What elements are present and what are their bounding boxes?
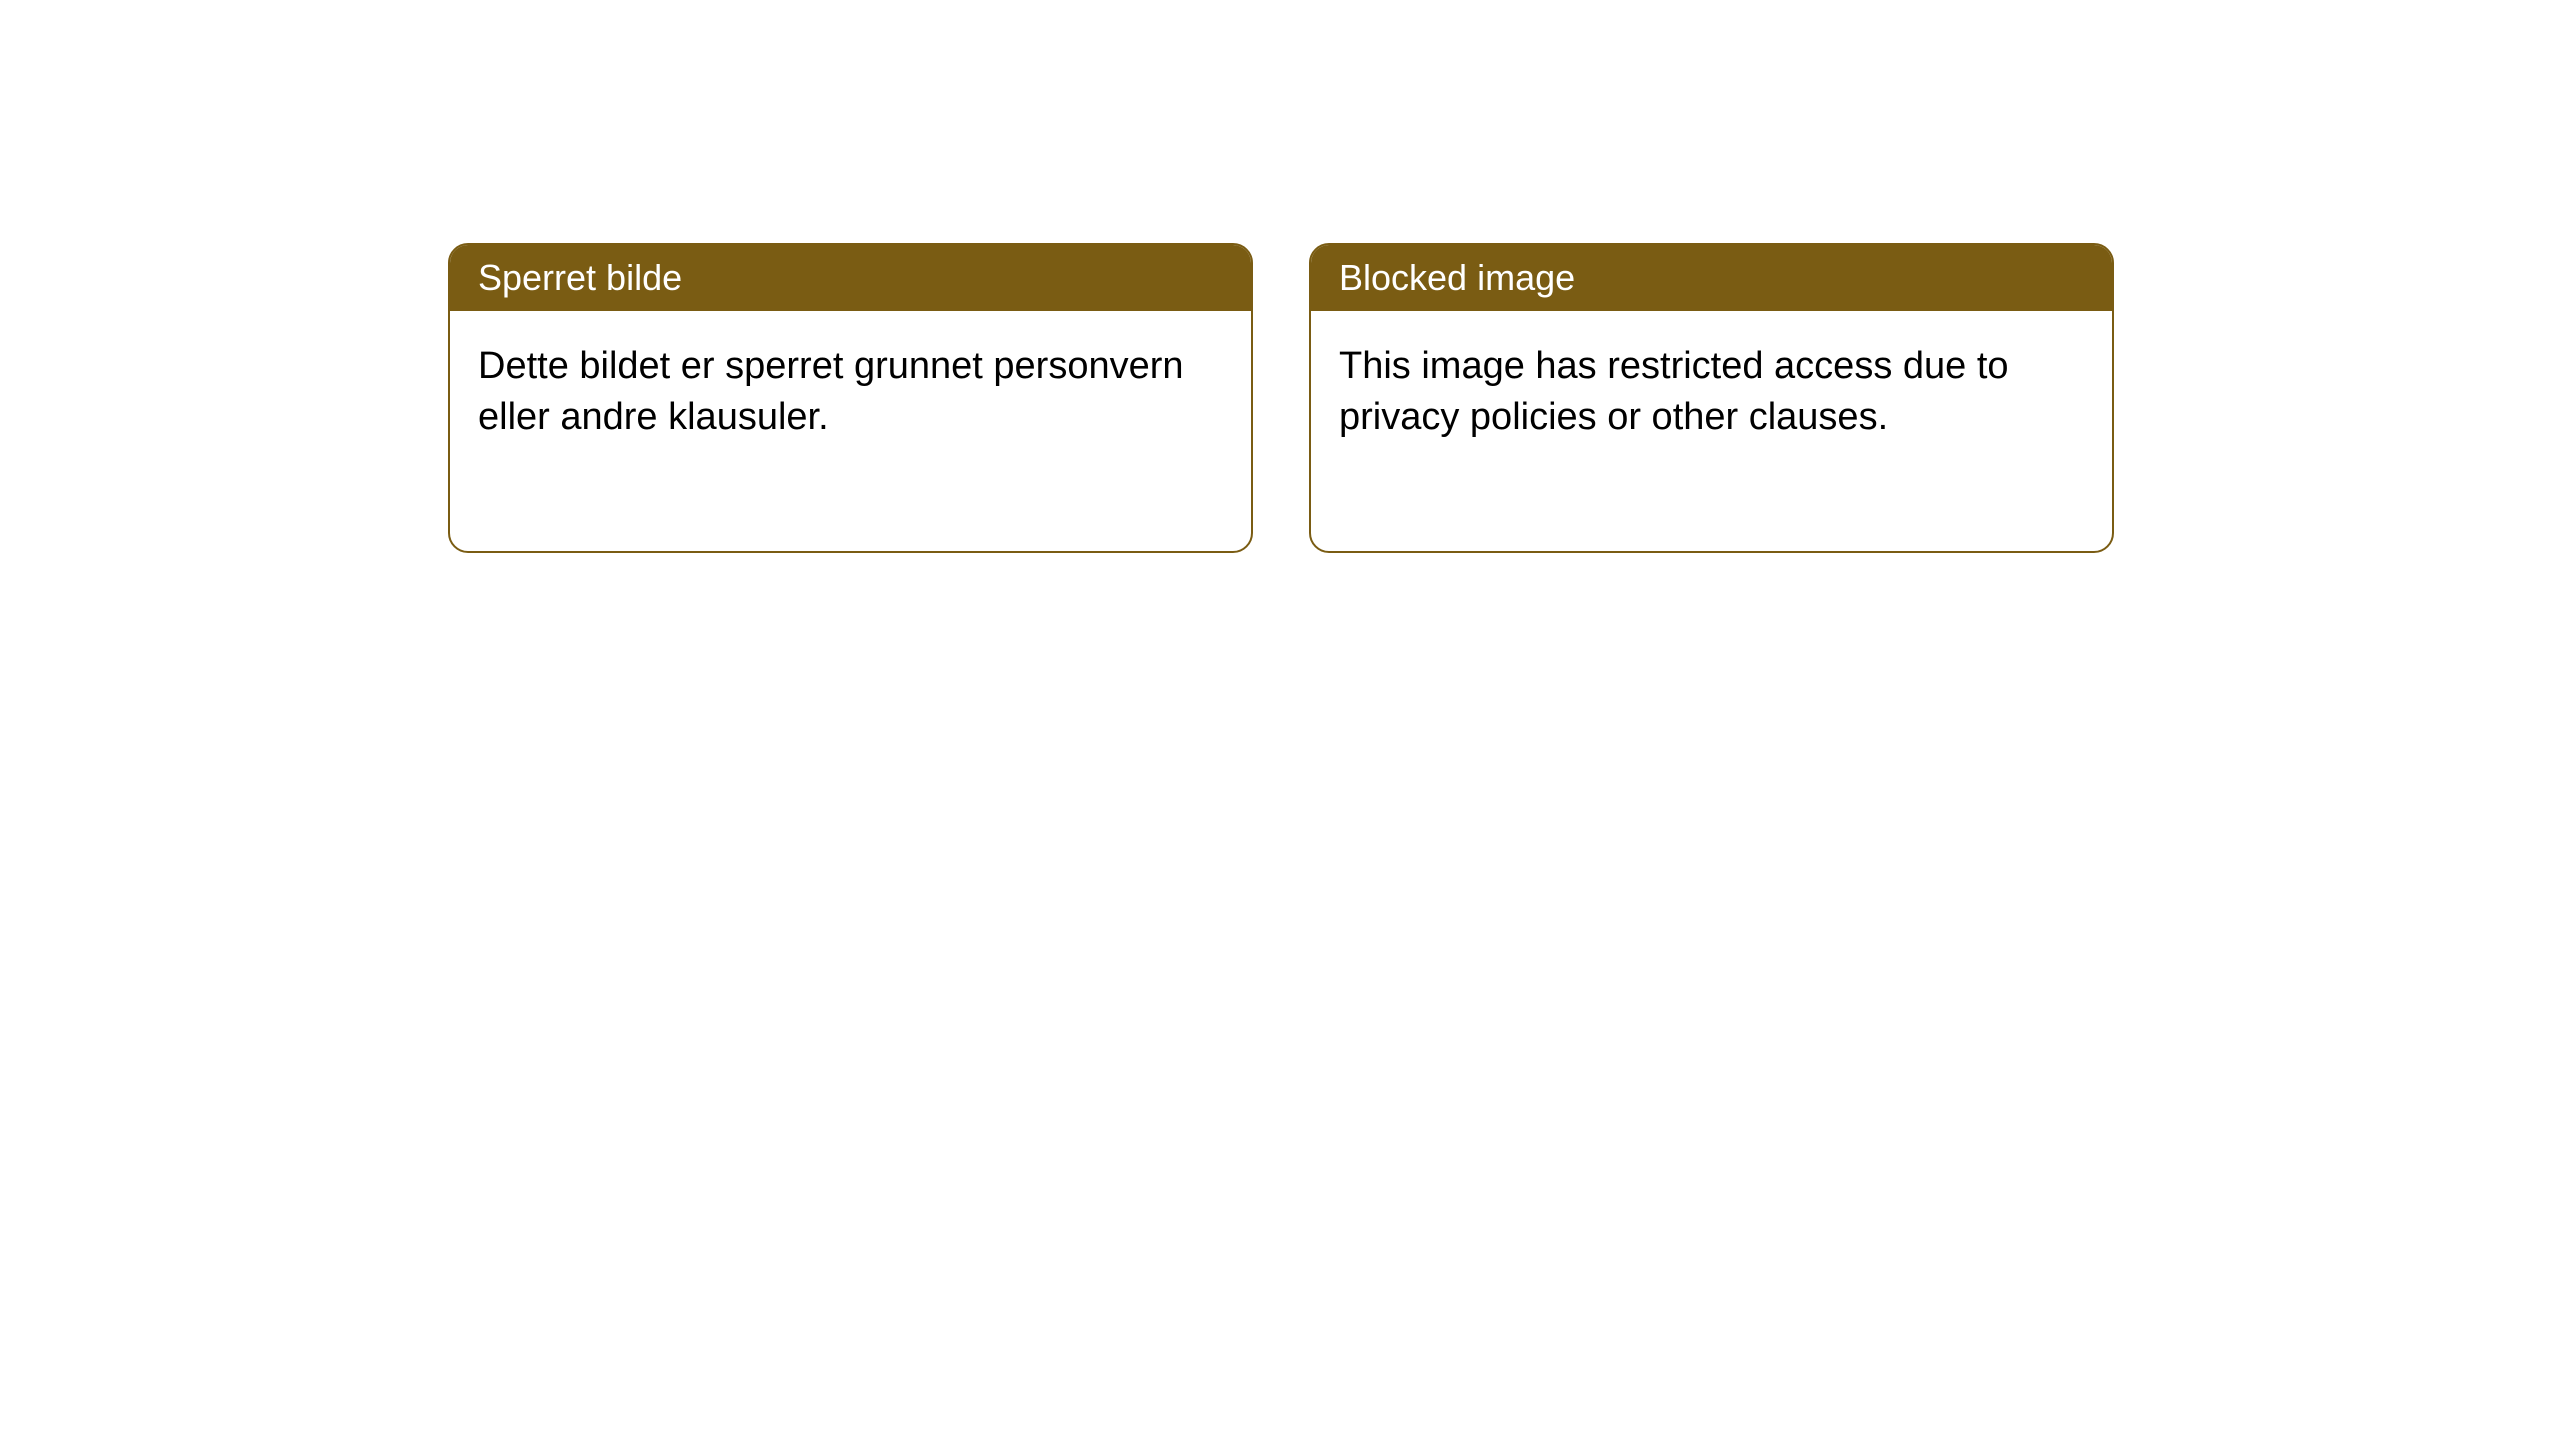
- card-body-no: Dette bildet er sperret grunnet personve…: [450, 311, 1251, 551]
- card-header-no: Sperret bilde: [450, 245, 1251, 311]
- cards-container: Sperret bilde Dette bildet er sperret gr…: [0, 0, 2560, 553]
- blocked-image-card-no: Sperret bilde Dette bildet er sperret gr…: [448, 243, 1253, 553]
- blocked-image-card-en: Blocked image This image has restricted …: [1309, 243, 2114, 553]
- card-body-en: This image has restricted access due to …: [1311, 311, 2112, 551]
- card-text-no: Dette bildet er sperret grunnet personve…: [478, 345, 1184, 438]
- card-text-en: This image has restricted access due to …: [1339, 345, 2009, 438]
- card-title-no: Sperret bilde: [478, 257, 682, 298]
- card-header-en: Blocked image: [1311, 245, 2112, 311]
- card-title-en: Blocked image: [1339, 257, 1575, 298]
